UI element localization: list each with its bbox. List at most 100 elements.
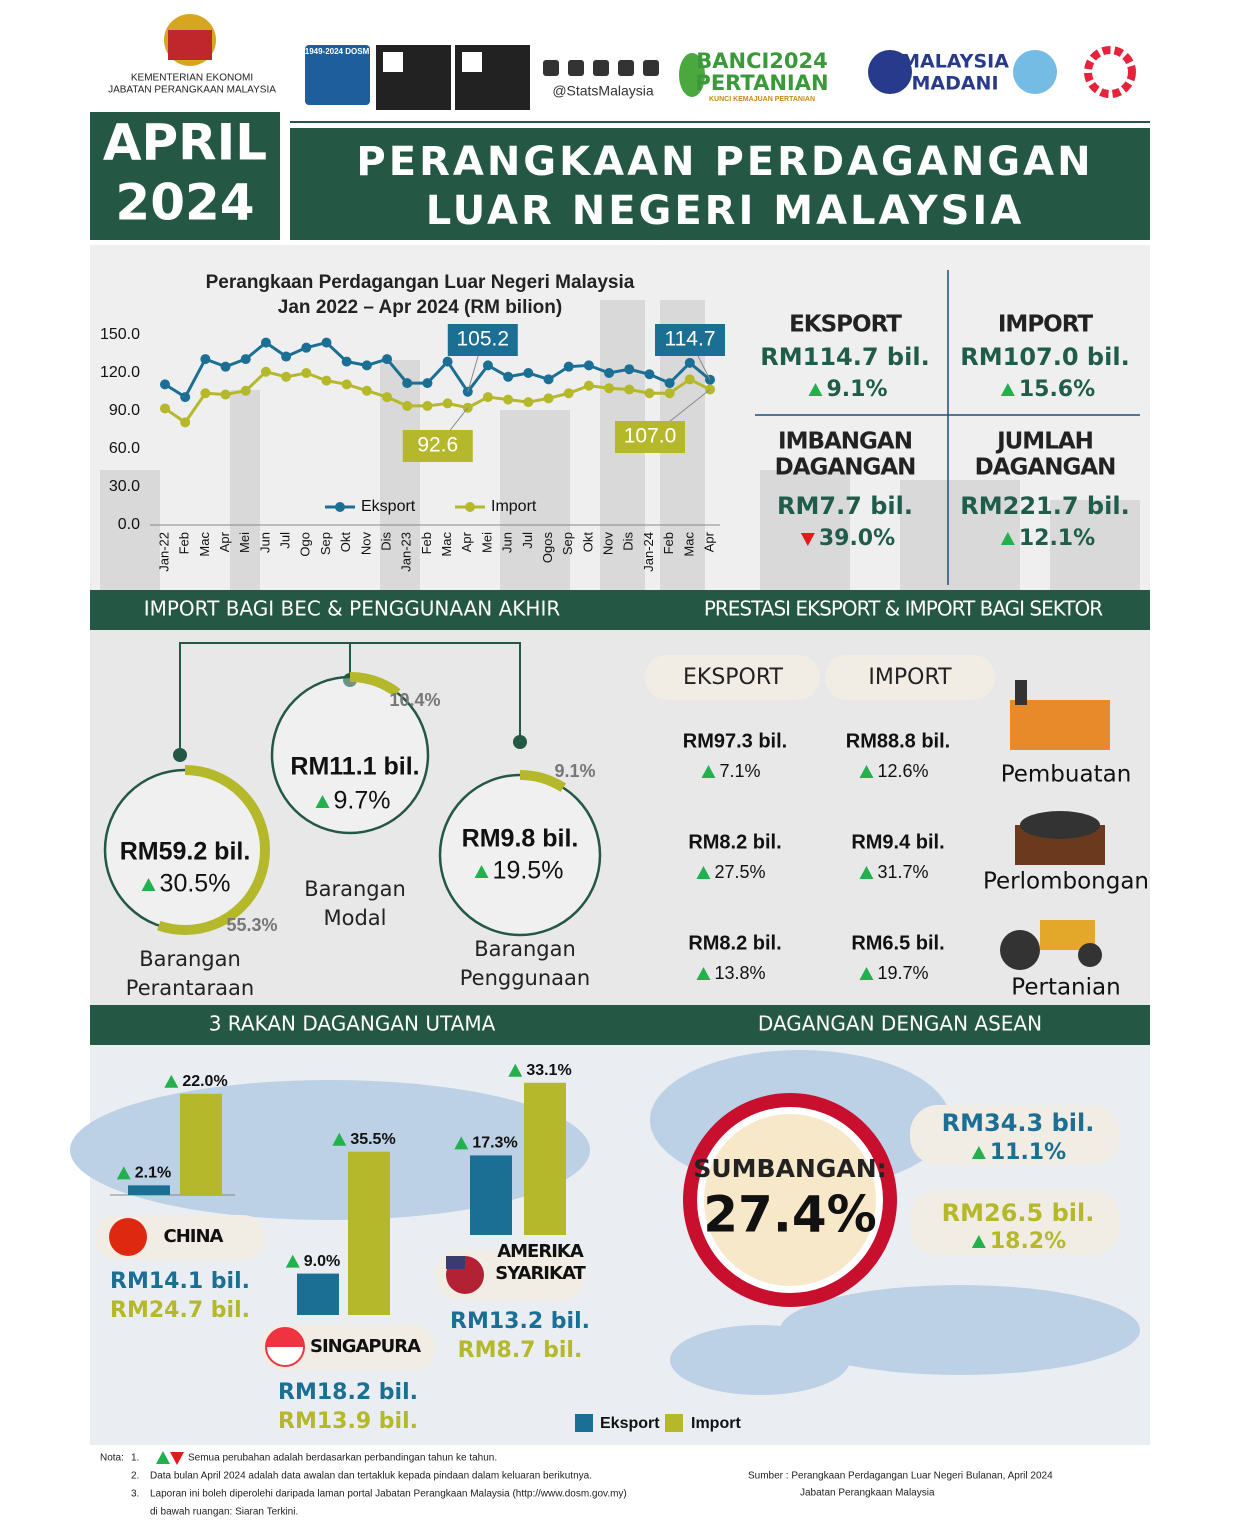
column-header: IMPORT [868, 665, 952, 690]
point [200, 388, 211, 399]
point [260, 366, 271, 377]
x-tick-label: Dis [621, 532, 636, 551]
bec-name: Modal [324, 906, 387, 930]
point [664, 378, 675, 389]
growth-label: 22.0% [182, 1073, 227, 1090]
summary-label: DAGANGAN [975, 455, 1116, 481]
pill [825, 655, 995, 700]
sector-growth: 27.5% [714, 862, 765, 882]
notes-label: Nota: [100, 1453, 124, 1464]
sector-value: RM97.3 bil. [683, 730, 787, 752]
bec-growth: 30.5% [160, 870, 231, 898]
y-tick-label: 120.0 [100, 364, 140, 381]
summary-growth: 15.6% [1019, 377, 1095, 402]
point [684, 374, 695, 385]
bec-name: Penggunaan [460, 966, 590, 990]
chart-subtitle: Jan 2022 – Apr 2024 (RM bilion) [278, 297, 562, 318]
arrow-up [141, 878, 156, 891]
point [220, 361, 231, 372]
point [281, 371, 292, 382]
growth-label: 35.5% [350, 1131, 395, 1148]
bec-value: RM59.2 bil. [120, 838, 251, 866]
legend-label: Import [691, 1415, 741, 1432]
point [563, 388, 574, 399]
x-tick-label: Feb [419, 532, 434, 554]
note-text: Laporan ini boleh diperolehi daripada la… [150, 1489, 627, 1500]
summary-growth: 9.1% [826, 377, 887, 402]
section-band [90, 1005, 1150, 1045]
sector-name: Pertanian [1011, 975, 1120, 1001]
x-tick-label: Mac [681, 532, 696, 557]
point [160, 379, 170, 390]
growth-label: 17.3% [472, 1135, 517, 1152]
series-line [164, 340, 711, 400]
section-band [90, 590, 1150, 630]
point [422, 400, 433, 411]
qr-eye [383, 52, 403, 72]
partner-import: RM24.7 bil. [110, 1298, 250, 1323]
x-tick-label: Mac [439, 532, 454, 557]
value-label-box [447, 324, 518, 356]
note-number: 3. [131, 1489, 139, 1500]
census-tagline: KUNCI KEMAJUAN PERTANIAN [709, 96, 815, 103]
x-tick-label: Feb [661, 532, 676, 554]
summary-value: RM7.7 bil. [777, 492, 913, 520]
point [563, 361, 574, 372]
sector-value: RM8.2 bil. [688, 932, 781, 954]
bar-export [297, 1273, 339, 1315]
asean-share: 27.4% [703, 1186, 876, 1244]
bar-import [524, 1082, 566, 1235]
bec-share: 55.3% [226, 915, 277, 935]
point [523, 368, 534, 378]
legend-label: Eksport [361, 498, 416, 515]
x-tick-label: Jan-23 [399, 532, 414, 572]
arrow-up [971, 1235, 986, 1248]
partner-export: RM14.1 bil. [110, 1269, 250, 1294]
point [382, 354, 393, 365]
bar-export [470, 1155, 512, 1235]
point [240, 385, 251, 396]
point [341, 379, 352, 390]
note-text: di bawah ruangan: Siaran Terkini. [150, 1507, 298, 1518]
title-box [290, 128, 1150, 240]
summary-value: RM114.7 bil. [760, 343, 929, 371]
point [240, 354, 251, 365]
point [200, 354, 211, 365]
point [180, 417, 191, 428]
value-label: 114.7 [665, 328, 716, 351]
note-text: Semua perubahan adalah berdasarkan perba… [188, 1453, 497, 1464]
legend-label: Eksport [600, 1415, 660, 1432]
summary-label: EKSPORT [789, 312, 902, 338]
section-title: DAGANGAN DENGAN ASEAN [758, 1012, 1042, 1036]
arrow-up [701, 765, 716, 778]
section-title: IMPORT BAGI BEC & PENGGUNAAN AKHIR [144, 597, 561, 621]
connector [179, 642, 521, 755]
summary-growth: 12.1% [1019, 526, 1095, 551]
point [583, 380, 594, 391]
note-number: 2. [131, 1471, 139, 1482]
arrow-up [859, 967, 874, 980]
sector-growth: 13.8% [714, 963, 765, 983]
point [644, 388, 655, 399]
point [402, 378, 413, 389]
summary-growth: 39.0% [819, 526, 895, 551]
bec-growth: 19.5% [493, 857, 564, 885]
month: APRIL [103, 114, 267, 172]
point [482, 392, 493, 403]
point [422, 378, 433, 389]
point [664, 388, 675, 399]
point [583, 360, 594, 371]
main-title: LUAR NEGERI MALAYSIA [426, 188, 1025, 234]
growth-label: 33.1% [526, 1062, 571, 1079]
y-tick-label: 30.0 [109, 478, 140, 495]
arrow-up [696, 967, 711, 980]
point [604, 368, 615, 378]
point [361, 385, 372, 396]
point [482, 360, 493, 371]
arrow-up [508, 1063, 523, 1077]
x-tick-label: Nov [358, 532, 373, 556]
point [684, 357, 695, 368]
asean-label: SUMBANGAN: [693, 1154, 886, 1183]
summary-label: IMBANGAN [778, 429, 912, 455]
legend-swatch [575, 1414, 593, 1432]
